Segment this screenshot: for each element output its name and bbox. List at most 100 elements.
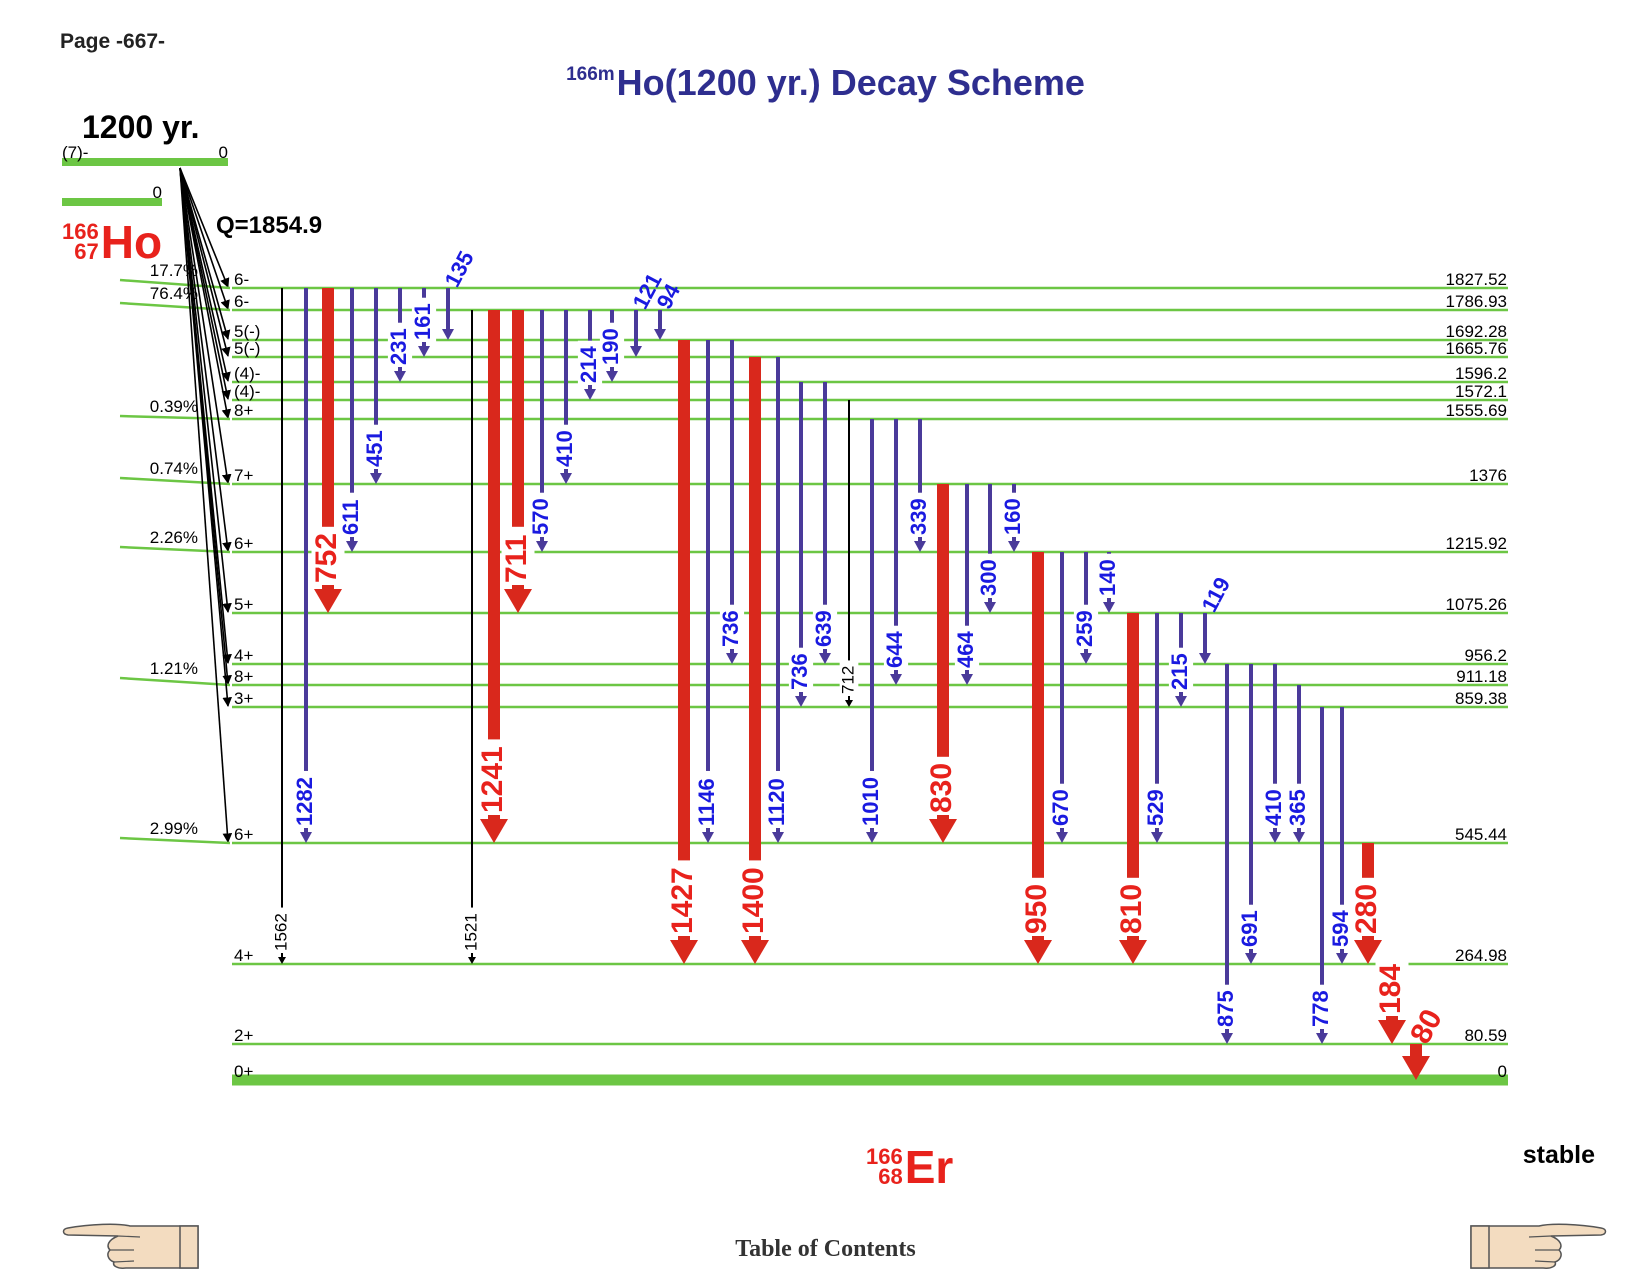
level-energy-label: 859.38 (1455, 689, 1507, 708)
gamma-transition-1241: 1241 (476, 310, 511, 843)
gamma-transition-280: 280 (1350, 843, 1385, 964)
parent-half-life: 1200 yr. (82, 109, 200, 145)
page-title: 166mHo(1200 yr.) Decay Scheme (0, 62, 1651, 104)
transition-energy-label: 464 (953, 631, 978, 668)
gamma-transition-778: 778 (1308, 707, 1335, 1044)
level-energy-label: 1215.92 (1446, 534, 1507, 553)
transition-label-background (1329, 904, 1355, 949)
transition-energy-label: 1427 (666, 867, 699, 934)
transition-energy-label: 1400 (737, 867, 770, 934)
transition-arrowhead (1080, 653, 1092, 664)
beta-feed-arrow (179, 167, 232, 552)
transition-label-background (1262, 783, 1288, 828)
table-of-contents-link[interactable]: Table of Contents (735, 1236, 916, 1262)
gamma-transition-190: 190 (598, 310, 625, 382)
transition-arrowhead (961, 674, 973, 685)
level-spin-label: 5(-) (234, 322, 260, 341)
level-energy-label: 956.2 (1464, 646, 1507, 665)
transition-arrowhead (1151, 832, 1163, 843)
gamma-transition-80: 80 (1402, 1004, 1449, 1080)
transition-energy-label: 451 (362, 430, 387, 467)
gamma-transition-451: 451 (362, 288, 389, 484)
transition-arrowhead (984, 602, 996, 613)
level-spin-label: 6- (234, 270, 249, 289)
page-number: Page -667- (60, 30, 166, 53)
transition-arrowhead (314, 589, 342, 613)
transition-energy-label: 259 (1072, 610, 1097, 647)
transition-arrowhead (670, 940, 698, 964)
transition-energy-label: 184 (1374, 964, 1407, 1014)
beta-feed-arrow (179, 167, 230, 288)
transition-arrowhead (1354, 940, 1382, 964)
beta-feed-percent: 1.21% (150, 659, 198, 678)
transition-energy-label: 140 (1095, 559, 1120, 596)
transition-label-background (1096, 553, 1122, 598)
pointing-hand-right-icon[interactable] (1469, 1220, 1609, 1270)
transition-label-background (1238, 904, 1264, 949)
transition-arrowhead (929, 819, 957, 843)
transition-arrowhead (1008, 541, 1020, 552)
pointing-hand-left-icon[interactable] (60, 1220, 200, 1270)
transition-label-background (1001, 492, 1027, 537)
beta-feed-arrow (179, 167, 232, 613)
level-energy-label: 1075.26 (1446, 595, 1507, 614)
transition-energy-label: 1120 (764, 778, 789, 826)
level-spin-label: 8+ (234, 401, 253, 420)
gamma-transition-161: 161 (410, 288, 437, 357)
transition-label-background (907, 492, 933, 537)
parent-nuclide: 166 67Ho (62, 218, 162, 266)
beta-feed-percent: 17.7% (150, 261, 198, 280)
transition-label-background (363, 424, 389, 469)
level-spin-label: 4+ (234, 646, 253, 665)
transition-arrowhead (914, 541, 926, 552)
transition-arrowhead (1199, 653, 1211, 664)
gamma-transition-875: 875 (1213, 664, 1240, 1044)
gamma-transition-712: 712 (838, 400, 859, 707)
beta-feed-line (119, 545, 231, 554)
transition-arrowhead (480, 819, 508, 843)
level-energy-label: 1665.76 (1446, 339, 1507, 358)
beta-feed-percent: 0.39% (150, 397, 198, 416)
parent-level-group: (7)- 0 0 (62, 143, 228, 206)
transition-label-background (839, 660, 859, 696)
parent-element-symbol: Ho (100, 216, 163, 268)
gamma-transition-1010: 1010 (858, 419, 885, 843)
transition-label-background (477, 739, 511, 815)
transition-arrowhead (726, 653, 738, 664)
parent-atomic-number: 67 (74, 239, 99, 264)
gamma-transition-300: 300 (976, 484, 1003, 613)
q-value: Q=1854.9 (216, 212, 323, 239)
beta-feed-arrow (179, 167, 231, 357)
transition-arrowhead (536, 541, 548, 552)
transition-energy-label: 1010 (858, 777, 883, 826)
transition-label-background (1116, 877, 1150, 936)
transition-label-background (926, 756, 960, 815)
level-energy-label: 264.98 (1455, 946, 1507, 965)
level-spin-label: 6- (234, 292, 249, 311)
transition-label-background (411, 297, 437, 342)
gamma-transition-611: 611 (338, 288, 365, 552)
transition-arrowhead (630, 346, 642, 357)
beta-feed-arrow (179, 167, 233, 843)
beta-feed-arrow (179, 167, 232, 484)
level-spin-label: (4)- (234, 382, 260, 401)
transition-label-background (954, 625, 980, 670)
gamma-transition-1562: 1562 (271, 288, 292, 964)
transition-label-background (1073, 604, 1099, 649)
transition-energy-label: 135 (439, 247, 478, 291)
transition-energy-label: 778 (1308, 990, 1333, 1027)
transition-arrowhead (890, 674, 902, 685)
level-energy-label: 0 (1498, 1062, 1507, 1081)
transition-label-background (339, 492, 365, 537)
gamma-transition-1521: 1521 (461, 310, 482, 964)
transition-arrowhead (1119, 940, 1147, 964)
gamma-transition-830: 830 (925, 484, 960, 843)
gamma-transition-215: 215 (1167, 613, 1194, 707)
gamma-transition-594: 594 (1328, 707, 1355, 964)
title-mass-number: 166m (566, 64, 615, 85)
transition-arrowhead (1316, 1033, 1328, 1044)
transition-energy-label: 691 (1237, 910, 1262, 947)
transition-arrowhead (1056, 832, 1068, 843)
daughter-mass-number: 166 (866, 1144, 903, 1169)
